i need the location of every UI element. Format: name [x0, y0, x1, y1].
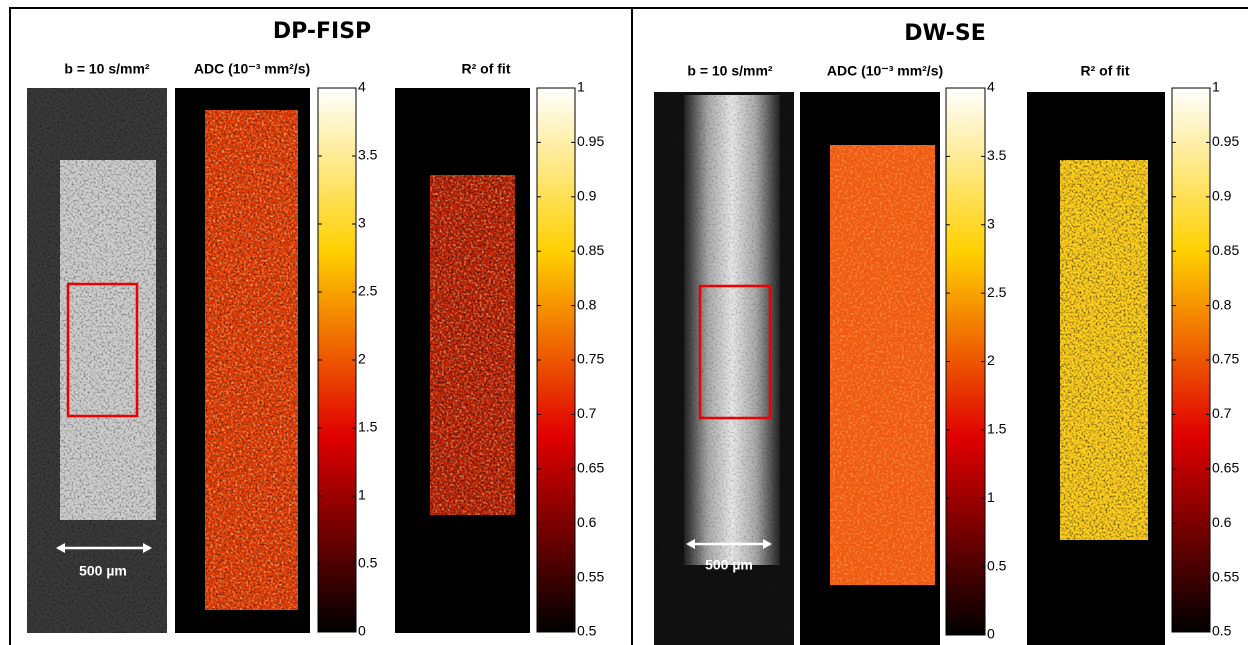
colorbar-tick-label: 0: [358, 623, 366, 639]
colorbar-tick-label: 1: [577, 79, 585, 95]
colorbar-tick-label: 3: [987, 215, 995, 231]
image-label: b = 10 s/mm²: [687, 63, 773, 79]
colorbar-tick-label: 0.7: [1212, 405, 1232, 421]
colorbar-tick-label: 0.95: [577, 133, 604, 149]
colorbar-tick-label: 0.9: [577, 188, 597, 204]
colorbar-tick-label: 0.65: [577, 460, 604, 476]
colorbar-tick-label: 0.55: [1212, 568, 1239, 584]
colorbar-tick-label: 1.5: [358, 419, 378, 435]
panel-1-images: [27, 87, 576, 633]
image-label: ADC (10⁻³ mm²/s): [194, 61, 310, 77]
roi: [698, 284, 772, 420]
colorbar-tick-label: 3.5: [358, 147, 378, 163]
colorbar-tick-label: 2.5: [358, 283, 378, 299]
colorbar-tick-label: 1: [358, 487, 366, 503]
panel-2-images: [654, 87, 1211, 645]
colorbar-tick-label: 3.5: [987, 147, 1007, 163]
roi: [66, 282, 139, 418]
frame: [9, 7, 1248, 645]
colorbar-tick-label: 2: [987, 352, 995, 368]
colorbar-tick-label: 0.65: [1212, 460, 1239, 476]
panel-title: DP-FISP: [273, 19, 371, 44]
colorbar-tick-label: 1: [1212, 79, 1220, 95]
image-label: R² of fit: [462, 61, 511, 77]
colorbar-tick-label: 0.8: [1212, 296, 1232, 312]
colorbar-tick-label: 0: [987, 626, 995, 642]
colorbar-tick-label: 4: [358, 79, 366, 95]
image-label: R² of fit: [1081, 63, 1130, 79]
colorbar-tick-label: 0.6: [577, 514, 597, 530]
colorbar-tick-label: 0.7: [577, 405, 597, 421]
colorbar-tick-label: 0.55: [577, 568, 604, 584]
colorbar-tick-label: 0.5: [1212, 623, 1232, 639]
colorbar-tick-label: 0.75: [577, 351, 604, 367]
panel-title: DW-SE: [904, 21, 986, 46]
colorbar-tick-label: 4: [987, 79, 995, 95]
colorbar-tick-label: 1.5: [987, 421, 1007, 437]
colorbar-tick-label: 0.95: [1212, 133, 1239, 149]
colorbar-tick-label: 0.9: [1212, 188, 1232, 204]
image-label: ADC (10⁻³ mm²/s): [827, 63, 943, 79]
colorbar-tick-label: 2: [358, 351, 366, 367]
colorbar-tick-label: 0.85: [577, 242, 604, 258]
colorbar-tick-label: 0.5: [577, 623, 597, 639]
colorbar-tick-label: 0.75: [1212, 351, 1239, 367]
colorbar-tick-label: 3: [358, 215, 366, 231]
scale-bar-label: 500 µm: [705, 557, 753, 573]
image-label: b = 10 s/mm²: [64, 61, 150, 77]
colorbar-tick-label: 0.85: [1212, 242, 1239, 258]
colorbar-tick-label: 0.5: [987, 557, 1007, 573]
scale-bar-label: 500 µm: [79, 563, 127, 579]
colorbar-tick-label: 0.5: [358, 555, 378, 571]
colorbar-tick-label: 0.6: [1212, 514, 1232, 530]
colorbar-tick-label: 0.8: [577, 296, 597, 312]
colorbar-tick-label: 2.5: [987, 284, 1007, 300]
colorbar-tick-label: 1: [987, 489, 995, 505]
